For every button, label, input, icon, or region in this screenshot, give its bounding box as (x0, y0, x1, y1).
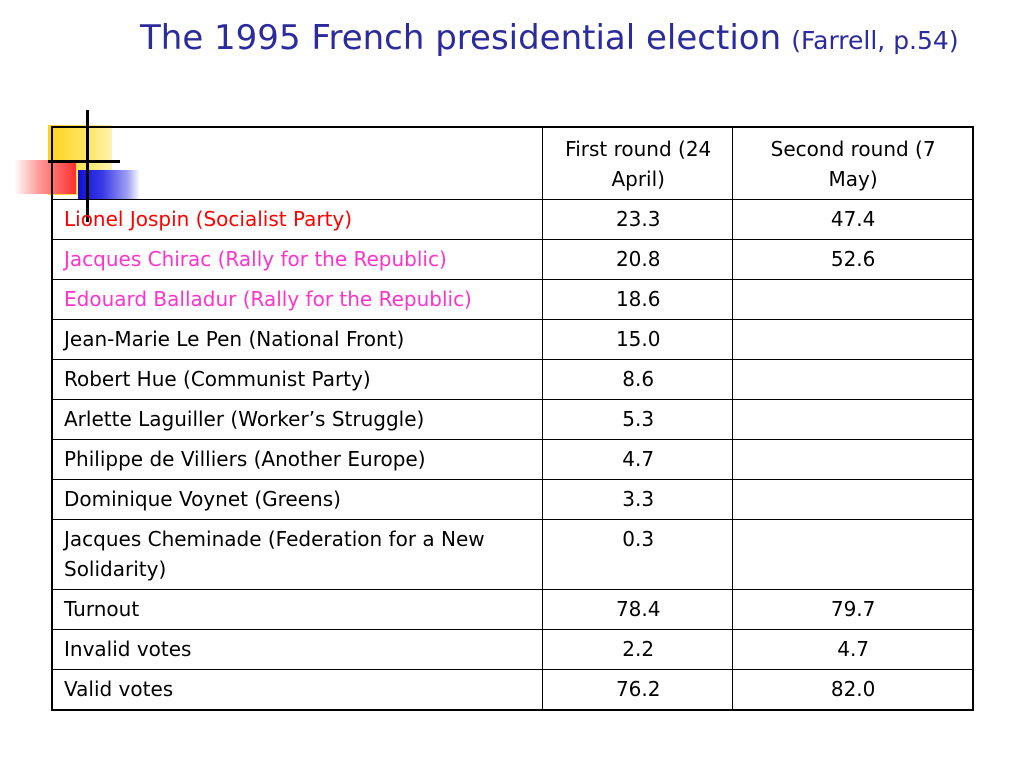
row-second-round-value (732, 359, 974, 400)
header-first-round: First round (24 April) (542, 126, 734, 200)
row-second-round-value (732, 519, 974, 590)
table-row: Edouard Balladur (Rally for the Republic… (51, 279, 974, 320)
row-label: Valid votes (51, 669, 544, 711)
row-first-round-value: 23.3 (542, 199, 734, 240)
row-label: Jean-Marie Le Pen (National Front) (51, 319, 544, 360)
row-second-round-value: 4.7 (732, 629, 974, 670)
table-row: Jacques Cheminade (Federation for a New … (51, 519, 974, 590)
table-row: Philippe de Villiers (Another Europe) 4.… (51, 439, 974, 480)
row-second-round-value: 79.7 (732, 589, 974, 630)
row-label: Philippe de Villiers (Another Europe) (51, 439, 544, 480)
row-first-round-value: 8.6 (542, 359, 734, 400)
table-row: Dominique Voynet (Greens) 3.3 (51, 479, 974, 520)
row-second-round-value (732, 479, 974, 520)
table-row: Valid votes 76.2 82.0 (51, 669, 974, 711)
slide-title: The 1995 French presidential election (F… (140, 16, 980, 63)
row-first-round-value: 0.3 (542, 519, 734, 590)
table-header-row: First round (24 April) Second round (7 M… (51, 126, 974, 200)
row-second-round-value (732, 439, 974, 480)
table-row: Lionel Jospin (Socialist Party) 23.3 47.… (51, 199, 974, 240)
row-label: Robert Hue (Communist Party) (51, 359, 544, 400)
table-row: Invalid votes 2.2 4.7 (51, 629, 974, 670)
row-second-round-value: 47.4 (732, 199, 974, 240)
row-label: Jacques Cheminade (Federation for a New … (51, 519, 544, 590)
row-second-round-value (732, 279, 974, 320)
row-label: Arlette Laguiller (Worker’s Struggle) (51, 399, 544, 440)
row-first-round-value: 18.6 (542, 279, 734, 320)
row-first-round-value: 5.3 (542, 399, 734, 440)
table-row: Jean-Marie Le Pen (National Front) 15.0 (51, 319, 974, 360)
table-row: Arlette Laguiller (Worker’s Struggle) 5.… (51, 399, 974, 440)
row-second-round-value: 82.0 (732, 669, 974, 711)
header-second-round: Second round (7 May) (732, 126, 974, 200)
election-results-table: First round (24 April) Second round (7 M… (51, 126, 974, 711)
row-first-round-value: 76.2 (542, 669, 734, 711)
row-label: Invalid votes (51, 629, 544, 670)
table-row: Turnout 78.4 79.7 (51, 589, 974, 630)
title-reference: (Farrell, p.54) (791, 26, 959, 55)
table-row: Robert Hue (Communist Party) 8.6 (51, 359, 974, 400)
row-second-round-value: 52.6 (732, 239, 974, 280)
row-first-round-value: 78.4 (542, 589, 734, 630)
table-row: Jacques Chirac (Rally for the Republic) … (51, 239, 974, 280)
row-label: Turnout (51, 589, 544, 630)
row-label: Edouard Balladur (Rally for the Republic… (51, 279, 544, 320)
header-corner-cell (51, 126, 544, 200)
row-first-round-value: 2.2 (542, 629, 734, 670)
title-main: The 1995 French presidential election (140, 18, 782, 58)
row-first-round-value: 15.0 (542, 319, 734, 360)
row-label: Lionel Jospin (Socialist Party) (51, 199, 544, 240)
row-first-round-value: 4.7 (542, 439, 734, 480)
row-first-round-value: 20.8 (542, 239, 734, 280)
row-first-round-value: 3.3 (542, 479, 734, 520)
row-label: Jacques Chirac (Rally for the Republic) (51, 239, 544, 280)
row-second-round-value (732, 319, 974, 360)
row-label: Dominique Voynet (Greens) (51, 479, 544, 520)
row-second-round-value (732, 399, 974, 440)
